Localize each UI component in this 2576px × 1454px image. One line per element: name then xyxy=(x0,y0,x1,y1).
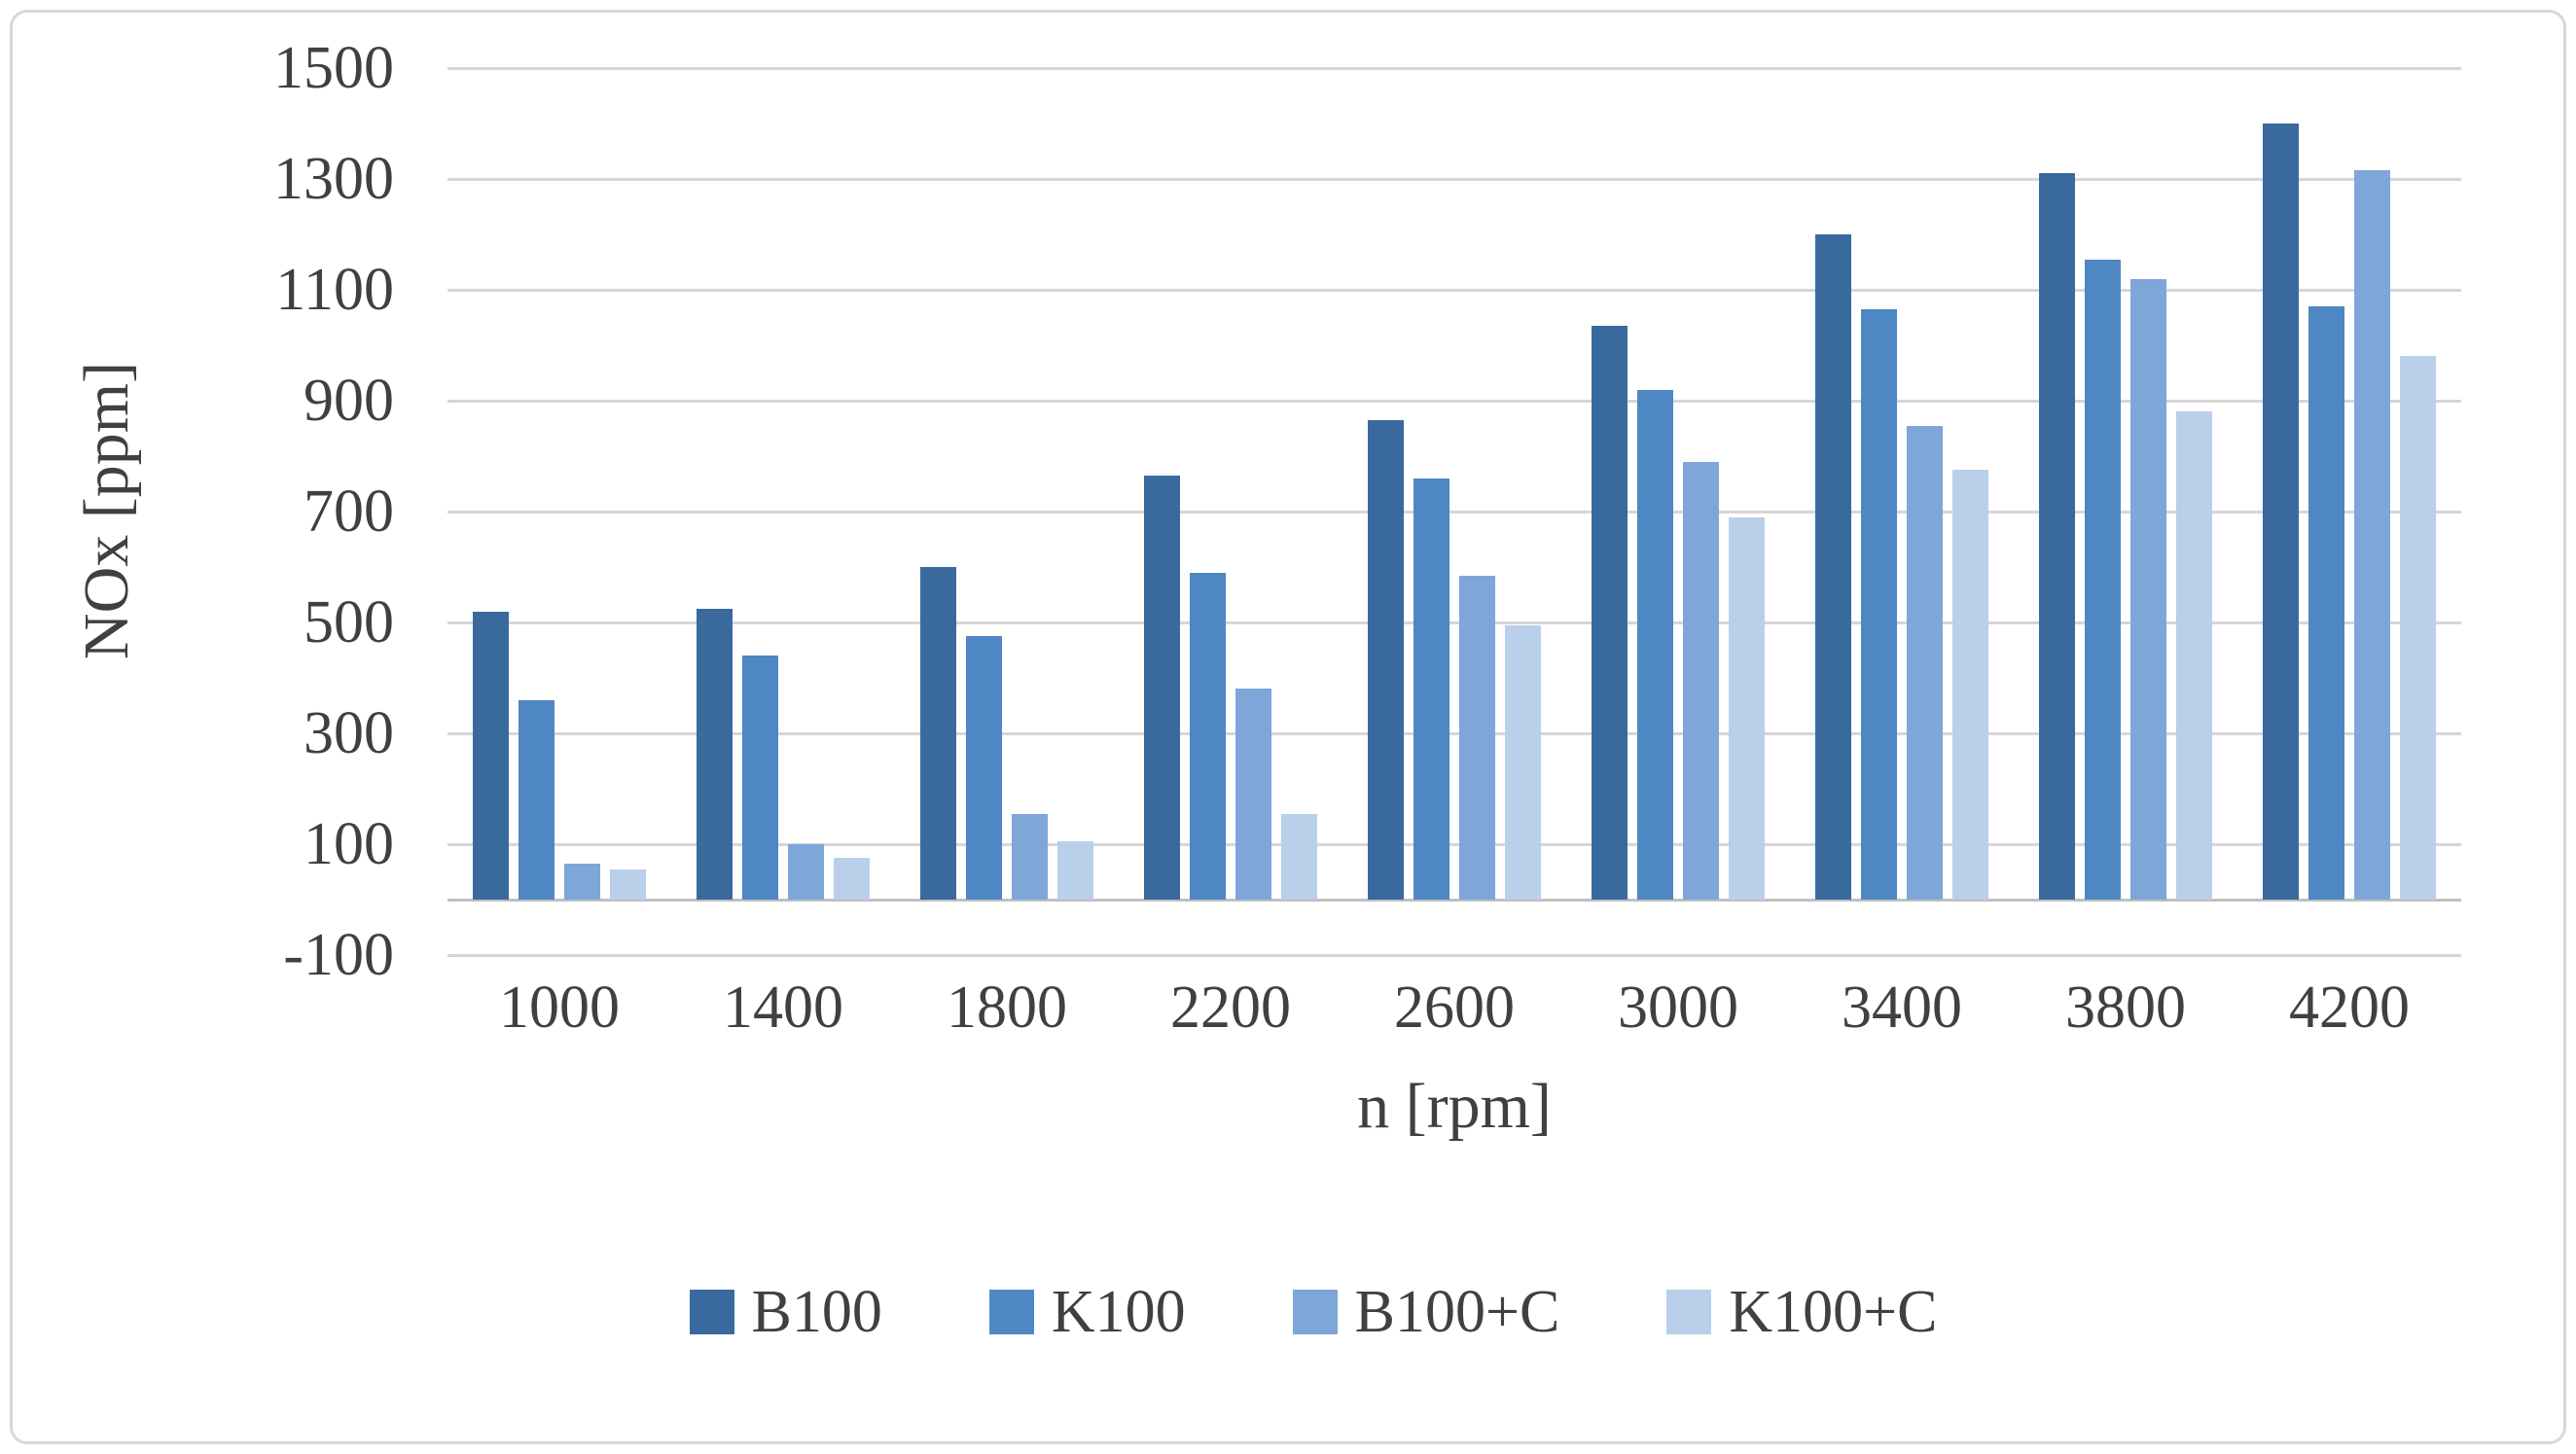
y-tick-label: 500 xyxy=(304,589,394,656)
bar-B100+C-3000 xyxy=(1683,461,1719,900)
x-tick-label: 2200 xyxy=(1170,975,1291,1041)
x-tick-label: 4200 xyxy=(2289,975,2410,1041)
legend-label: K100+C xyxy=(1729,1279,1938,1345)
bar-B100+C-1800 xyxy=(1012,813,1048,900)
gridline-y--100 xyxy=(447,953,2461,957)
x-tick-label: 1400 xyxy=(723,975,843,1041)
bar-K100+C-1800 xyxy=(1057,841,1093,900)
y-tick-label: 700 xyxy=(304,479,394,545)
bar-B100-3400 xyxy=(1815,234,1851,900)
legend-item-B100+C: B100+C xyxy=(1292,1279,1560,1345)
bar-B100-3800 xyxy=(2039,173,2075,900)
legend-swatch-K100+C xyxy=(1666,1290,1712,1334)
bar-B100-1000 xyxy=(473,611,509,900)
x-axis-title: n [rpm] xyxy=(1357,1071,1552,1142)
bar-B100-1400 xyxy=(697,608,733,900)
y-tick-label: 1300 xyxy=(273,146,394,212)
bar-B100+C-3800 xyxy=(2130,278,2166,900)
x-tick-label: 3000 xyxy=(1618,975,1738,1041)
gridline-y-900 xyxy=(447,399,2461,403)
bar-K100-1000 xyxy=(519,699,555,900)
bar-K100+C-3000 xyxy=(1729,516,1765,900)
bar-B100+C-1000 xyxy=(564,863,600,900)
bar-B100-1800 xyxy=(920,567,956,900)
bar-B100+C-2600 xyxy=(1459,575,1495,900)
legend-item-K100+C: K100+C xyxy=(1666,1282,1937,1342)
y-tick-label: 1500 xyxy=(273,35,394,101)
bar-B100+C-4200 xyxy=(2354,170,2390,900)
bar-K100+C-1000 xyxy=(610,869,646,900)
legend-swatch-K100 xyxy=(988,1290,1034,1334)
y-tick-label: 900 xyxy=(304,368,394,434)
bar-B100+C-3400 xyxy=(1907,425,1943,900)
gridline-y-1300 xyxy=(447,177,2461,181)
legend-label: K100 xyxy=(1051,1279,1186,1345)
bar-B100-2200 xyxy=(1144,475,1180,900)
x-tick-label: 3800 xyxy=(2065,975,2186,1041)
y-axis-title: NOx [ppm] xyxy=(71,361,142,660)
gridline-y-1100 xyxy=(447,288,2461,292)
gridline-y-500 xyxy=(447,621,2461,624)
category-axis-line xyxy=(447,898,2461,902)
bar-K100-2600 xyxy=(1413,478,1449,900)
bar-K100+C-3800 xyxy=(2176,411,2212,900)
bar-K100-3800 xyxy=(2085,259,2121,900)
bar-B100-2600 xyxy=(1368,419,1404,900)
legend: B100 K100 B100+C K100+C xyxy=(0,1282,2576,1342)
gridline-y-300 xyxy=(447,731,2461,735)
gridline-y-700 xyxy=(447,510,2461,514)
y-tick-label: -100 xyxy=(283,922,394,988)
bar-K100-3400 xyxy=(1861,308,1897,900)
x-tick-label: 2600 xyxy=(1394,975,1515,1041)
legend-item-B100: B100 xyxy=(689,1279,882,1345)
y-tick-label: 300 xyxy=(304,700,394,766)
x-tick-label: 1800 xyxy=(947,975,1067,1041)
bar-B100+C-2200 xyxy=(1235,689,1271,900)
bar-K100+C-2600 xyxy=(1505,624,1541,900)
bar-B100+C-1400 xyxy=(788,844,824,900)
legend-swatch-B100+C xyxy=(1292,1290,1338,1334)
y-tick-label: 100 xyxy=(304,811,394,877)
bar-K100-3000 xyxy=(1637,389,1673,900)
x-tick-label: 1000 xyxy=(499,975,620,1041)
x-tick-label: 3400 xyxy=(1842,975,1962,1041)
bar-K100-4200 xyxy=(2308,306,2344,900)
legend-label: B100+C xyxy=(1354,1279,1560,1345)
gridline-y-1500 xyxy=(447,66,2461,70)
gridline-y-100 xyxy=(447,842,2461,846)
bar-K100+C-1400 xyxy=(834,858,870,900)
bar-K100-2200 xyxy=(1190,572,1226,900)
bar-B100-3000 xyxy=(1592,326,1628,900)
bar-B100-4200 xyxy=(2263,124,2299,900)
bar-K100-1400 xyxy=(742,656,778,900)
legend-label: B100 xyxy=(751,1279,882,1345)
y-tick-label: 1100 xyxy=(275,257,394,323)
bar-K100-1800 xyxy=(966,636,1002,900)
legend-item-K100: K100 xyxy=(988,1279,1186,1345)
bar-K100+C-2200 xyxy=(1281,813,1317,900)
bar-K100+C-4200 xyxy=(2400,356,2436,900)
bar-K100+C-3400 xyxy=(1952,470,1988,900)
legend-swatch-B100 xyxy=(689,1290,734,1334)
